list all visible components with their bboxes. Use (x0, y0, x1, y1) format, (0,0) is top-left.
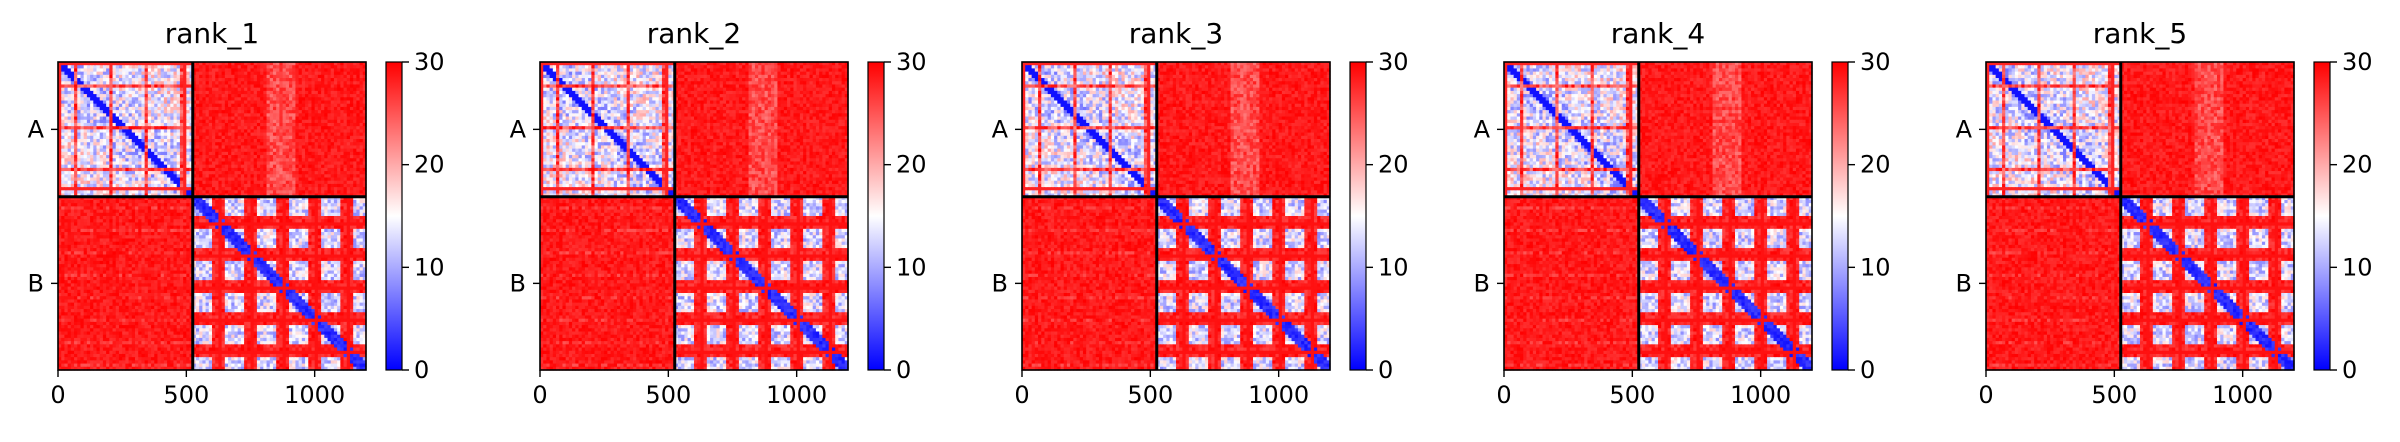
pae-heatmap-1 (58, 62, 367, 371)
